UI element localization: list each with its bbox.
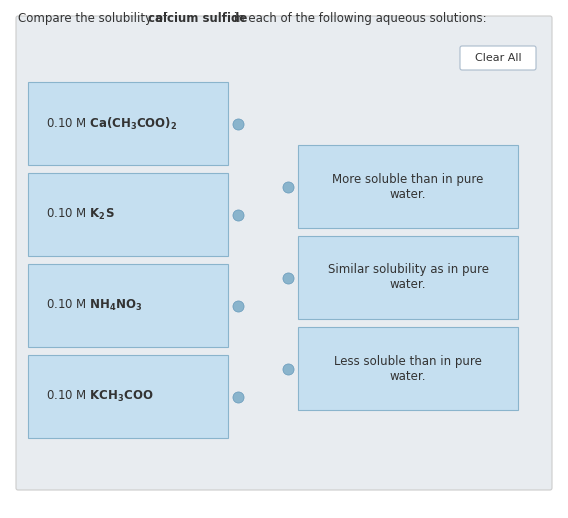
Text: Less soluble than in pure
water.: Less soluble than in pure water. [334, 354, 482, 382]
FancyBboxPatch shape [460, 46, 536, 70]
FancyBboxPatch shape [28, 82, 228, 165]
FancyBboxPatch shape [28, 173, 228, 256]
FancyBboxPatch shape [298, 236, 518, 319]
FancyBboxPatch shape [28, 355, 228, 438]
Text: 0.10 M $\mathbf{Ca(CH_3COO)_2}$: 0.10 M $\mathbf{Ca(CH_3COO)_2}$ [46, 116, 177, 132]
FancyBboxPatch shape [28, 264, 228, 347]
Text: Compare the solubility of: Compare the solubility of [18, 12, 171, 25]
Text: 0.10 M $\mathbf{NH_4NO_3}$: 0.10 M $\mathbf{NH_4NO_3}$ [46, 298, 143, 313]
Text: calcium sulfide: calcium sulfide [148, 12, 248, 25]
Text: More soluble than in pure
water.: More soluble than in pure water. [332, 172, 484, 200]
Text: 0.10 M $\mathbf{KCH_3COO}$: 0.10 M $\mathbf{KCH_3COO}$ [46, 389, 153, 404]
FancyBboxPatch shape [298, 145, 518, 228]
FancyBboxPatch shape [298, 327, 518, 410]
Text: Clear All: Clear All [475, 53, 521, 63]
Text: 0.10 M $\mathbf{K_2S}$: 0.10 M $\mathbf{K_2S}$ [46, 207, 115, 222]
Text: Similar solubility as in pure
water.: Similar solubility as in pure water. [328, 264, 488, 292]
Text: in each of the following aqueous solutions:: in each of the following aqueous solutio… [230, 12, 487, 25]
FancyBboxPatch shape [16, 16, 552, 490]
